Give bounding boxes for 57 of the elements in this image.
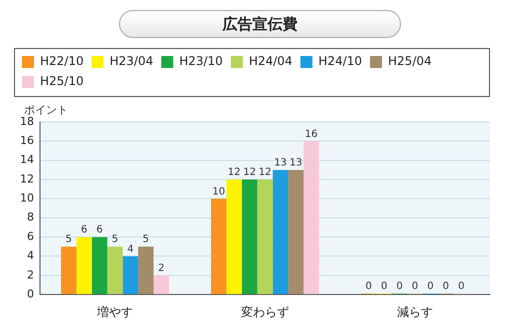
y-tick-label: 0 xyxy=(26,287,34,300)
data-label: 0 xyxy=(366,281,372,292)
bar xyxy=(154,275,169,294)
y-tick-label: 14 xyxy=(20,153,34,166)
data-label: 12 xyxy=(228,167,241,178)
data-label: 0 xyxy=(427,281,434,292)
data-label: 16 xyxy=(304,128,318,140)
chart-title: 広告宣伝費 xyxy=(119,10,401,38)
bar xyxy=(211,198,226,294)
data-label: 13 xyxy=(274,158,287,169)
legend-label: H24/10 xyxy=(318,54,362,68)
data-label: 10 xyxy=(212,186,226,198)
legend-label: H24/04 xyxy=(248,54,292,68)
data-label: 0 xyxy=(396,281,403,292)
bar xyxy=(288,170,304,294)
bar xyxy=(226,180,242,294)
bar xyxy=(304,141,319,294)
y-axis-title: ポイント xyxy=(24,103,68,116)
legend-label: H22/10 xyxy=(40,54,84,68)
bar xyxy=(76,237,92,294)
y-tick-label: 16 xyxy=(20,134,34,148)
data-label: 5 xyxy=(142,234,150,246)
bar xyxy=(122,256,138,294)
data-label: 0 xyxy=(380,281,388,292)
y-tick-label: 8 xyxy=(26,210,34,224)
y-tick-label: 18 xyxy=(20,114,34,128)
data-label: 12 xyxy=(243,167,256,178)
data-label: 13 xyxy=(289,158,302,169)
bar xyxy=(257,180,273,294)
data-label: 0 xyxy=(442,281,450,292)
data-label: 6 xyxy=(80,224,88,236)
y-tick-label: 2 xyxy=(26,268,34,282)
data-label: 5 xyxy=(66,234,72,246)
legend-label: H23/04 xyxy=(110,54,154,68)
y-tick-label: 12 xyxy=(20,172,34,186)
bar xyxy=(272,170,288,294)
data-label: 12 xyxy=(258,167,272,178)
x-tick-label: 減らす xyxy=(397,304,433,319)
legend-label: H23/10 xyxy=(179,54,223,68)
x-tick-label: 変わらず xyxy=(241,304,289,319)
data-label: 5 xyxy=(112,234,118,246)
data-label: 0 xyxy=(412,281,418,292)
y-tick-label: 10 xyxy=(20,192,34,205)
y-tick-label: 4 xyxy=(26,249,34,262)
y-tick-label: 6 xyxy=(26,230,34,243)
data-label: 0 xyxy=(458,281,464,292)
legend-label: H25/04 xyxy=(388,54,432,68)
bar xyxy=(138,246,154,294)
data-label: 6 xyxy=(96,224,103,236)
bar xyxy=(107,246,123,294)
legend-label: H25/10 xyxy=(40,74,84,88)
bar xyxy=(242,180,258,294)
x-tick-label: 増やす xyxy=(96,304,133,319)
data-label: 2 xyxy=(158,263,164,274)
bar xyxy=(92,237,108,294)
data-label: 4 xyxy=(127,244,134,255)
bar xyxy=(60,246,76,294)
